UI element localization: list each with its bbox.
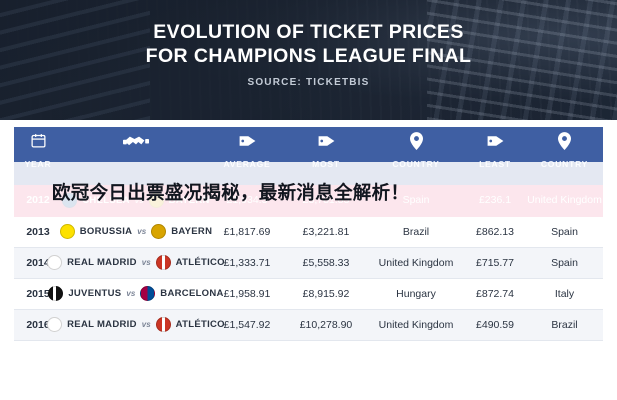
cell-average: £1,817.69: [210, 216, 284, 248]
hero-background-image: [0, 0, 617, 120]
cell-least: £715.77: [464, 247, 526, 279]
cell-country-most: Hungary: [368, 278, 464, 310]
crest-icon: [155, 255, 171, 270]
calendar-icon: [14, 127, 62, 159]
cell-average: £1,547.92: [210, 309, 284, 341]
hero-banner: EVOLUTION OF TICKET PRICES FOR CHAMPIONS…: [0, 0, 617, 120]
vs-label: vs: [141, 258, 151, 267]
table-row[interactable]: 2015 JUVENTUS vs BARCELONA £1,958.91 £8,…: [14, 278, 603, 310]
overlay-headline-banner: 欧冠今日出票盛况揭秘，最新消息全解析！: [0, 162, 617, 224]
price-tag-icon: [210, 127, 284, 159]
overlay-headline-text: 欧冠今日出票盛况揭秘，最新消息全解析！: [52, 182, 410, 204]
cell-country-most: United Kingdom: [368, 309, 464, 341]
cell-least: £490.59: [464, 309, 526, 341]
team-b-name: ATLÉTICO: [175, 257, 225, 268]
team-a-name: JUVENTUS: [68, 288, 122, 299]
cell-least: £872.74: [464, 278, 526, 310]
table-row[interactable]: 2016 REAL MADRID vs ATLÉTICO £1,547.92 £…: [14, 309, 603, 341]
crest-icon: [48, 286, 64, 301]
team-b-name: BARCELONA: [160, 288, 224, 299]
team-b-name: ATLÉTICO: [175, 319, 225, 330]
team-a-name: REAL MADRID: [67, 319, 137, 330]
cell-country-least: Brazil: [526, 309, 603, 341]
cell-teams: REAL MADRID vs ATLÉTICO: [47, 247, 225, 279]
cell-country-most: United Kingdom: [368, 247, 464, 279]
cell-average: £1,958.91: [210, 278, 284, 310]
team-b-name: BAYERN: [171, 226, 213, 237]
cell-most: £5,558.33: [284, 247, 368, 279]
ticket-price-table-wrapper: YEAR AVERAGE MOST COUNTRY LEAST COUNTRY …: [0, 120, 617, 341]
vs-label: vs: [137, 227, 147, 236]
handshake-icon: [62, 127, 210, 159]
crest-icon: [155, 317, 171, 332]
crest-icon: [140, 286, 156, 301]
crest-icon: [47, 255, 63, 270]
crest-icon: [151, 224, 167, 239]
cell-teams: REAL MADRID vs ATLÉTICO: [47, 309, 225, 341]
table-icon-row: [14, 127, 603, 159]
money-tag-icon: [284, 127, 368, 159]
cell-country-least: Italy: [526, 278, 603, 310]
hero-title-line2: FOR CHAMPIONS LEAGUE FINAL: [145, 45, 472, 67]
table-row[interactable]: 2014 REAL MADRID vs ATLÉTICO £1,333.71 £…: [14, 247, 603, 279]
crest-icon: [47, 317, 63, 332]
ticket-price-table: YEAR AVERAGE MOST COUNTRY LEAST COUNTRY …: [14, 127, 603, 341]
vs-label: vs: [126, 289, 136, 298]
location-pin-icon: [526, 127, 603, 159]
location-pin-icon: [368, 127, 464, 159]
cell-teams: JUVENTUS vs BARCELONA: [48, 278, 223, 310]
team-a-name: REAL MADRID: [67, 257, 137, 268]
vs-label: vs: [141, 320, 151, 329]
hero-title-line1: EVOLUTION OF TICKET PRICES: [153, 21, 464, 43]
crest-icon: [59, 224, 75, 239]
money-tag-icon: [464, 127, 526, 159]
hero-content: EVOLUTION OF TICKET PRICES FOR CHAMPIONS…: [0, 0, 617, 88]
cell-country-least: Spain: [526, 247, 603, 279]
cell-average: £1,333.71: [210, 247, 284, 279]
cell-most: £10,278.90: [284, 309, 368, 341]
cell-most: £8,915.92: [284, 278, 368, 310]
team-a-name: BORUSSIA: [79, 226, 133, 237]
hero-source: SOURCE: TICKETBIS: [247, 77, 370, 88]
